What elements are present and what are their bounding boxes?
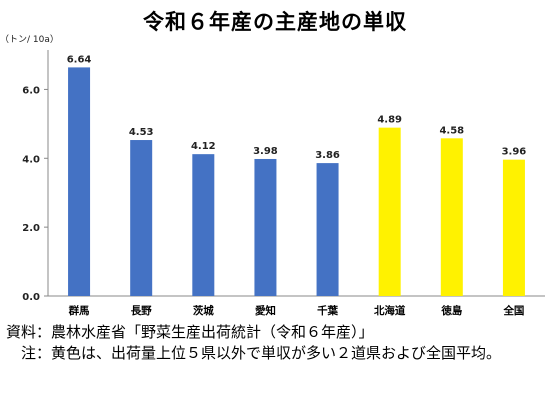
bar [316,163,339,296]
bars [68,67,525,296]
bar [378,127,401,296]
data-label: 4.53 [129,127,154,138]
source-line: 資料： 農林水産省「野菜生産出荷統計（令和６年産）」 [6,322,546,343]
data-label: 6.64 [67,54,92,65]
note-text: 黄色は、出荷量上位５県以外で単収が多い２道県および全国平均。 [51,344,502,362]
note-heading: 注： [6,344,52,362]
notes-block: 資料： 農林水産省「野菜生産出荷統計（令和６年産）」 注： 黄色は、出荷量上位５… [6,322,546,364]
y-tick-label: 2.0 [22,223,40,234]
category-labels: 群馬 長野 茨城 愛知 千葉 北海道 徳島 全国 [69,304,525,317]
bar-chart: （トン/ 10a） 0.0 2.0 4.0 6.0 6.64 4.53 4.12 3.98 3… [0,34,545,317]
x-tick-label: 全国 [502,304,524,317]
y-tick-label: 4.0 [22,154,40,165]
y-axis-ticks: 0.0 2.0 4.0 6.0 [22,85,48,303]
data-label: 4.89 [377,115,402,126]
y-tick-label: 0.0 [22,292,40,303]
data-label: 4.58 [439,125,464,136]
data-label: 3.98 [253,146,278,157]
data-label: 3.86 [315,150,340,161]
x-tick-label: 群馬 [69,304,90,317]
data-label: 3.96 [502,147,527,158]
chart-title: 令和６年産の主産地の単収 [143,10,407,34]
x-tick-label: 千葉 [317,304,338,317]
data-labels: 6.64 4.53 4.12 3.98 3.86 4.89 4.58 3.96 [67,54,527,161]
source-text: 農林水産省「野菜生産出荷統計（令和６年産）」 [51,323,374,341]
bar [440,138,463,296]
y-tick-label: 6.0 [22,85,40,96]
x-tick-label: 徳島 [440,304,462,317]
bar [192,154,215,296]
bar [68,67,91,296]
x-tick-label: 北海道 [374,304,406,317]
source-heading: 資料： [6,323,52,341]
x-tick-label: 長野 [131,305,152,317]
bar [254,158,277,296]
y-axis-unit-label: （トン/ 10a） [0,34,59,45]
data-label: 4.12 [191,141,216,152]
x-tick-label: 茨城 [193,304,214,317]
x-tick-label: 愛知 [255,304,276,317]
bar [130,140,153,296]
bar [502,159,525,296]
note-line: 注： 黄色は、出荷量上位５県以外で単収が多い２道県および全国平均。 [6,343,546,364]
